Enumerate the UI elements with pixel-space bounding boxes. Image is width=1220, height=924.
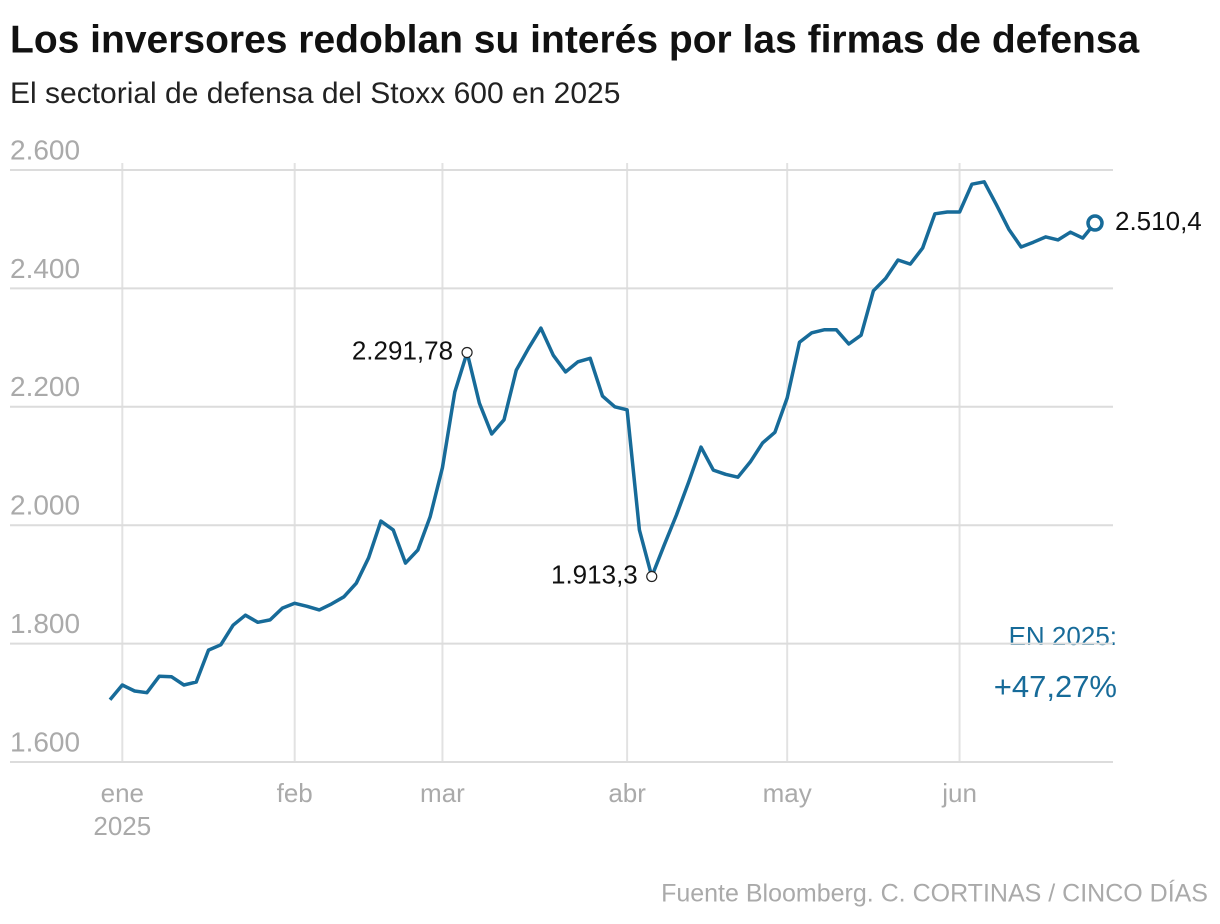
change-label: EN 2025: — [1009, 621, 1117, 651]
x-tick-label: mar — [420, 778, 465, 808]
x-tick-label: ene — [101, 778, 144, 808]
y-tick-label: 2.400 — [10, 253, 80, 284]
source: Fuente Bloomberg. C. CORTINAS / CINCO DÍ… — [661, 879, 1208, 908]
y-tick-label: 1.600 — [10, 726, 80, 757]
x-tick-label: may — [763, 778, 812, 808]
x-year-label: 2025 — [93, 811, 151, 841]
chart-title: Los inversores redoblan su interés por l… — [10, 18, 1140, 61]
value-label: 2.291,78 — [352, 335, 453, 365]
x-tick-label: abr — [608, 778, 646, 808]
y-tick-label: 2.600 — [10, 134, 80, 165]
x-tick-label: jun — [941, 778, 977, 808]
chart-subtitle: El sectorial de defensa del Stoxx 600 en… — [10, 77, 620, 110]
value-label: 2.510,4 — [1115, 206, 1202, 236]
value-label: 1.913,3 — [551, 559, 638, 589]
point-marker — [646, 570, 658, 583]
y-tick-label: 1.800 — [10, 608, 80, 639]
x-tick-label: feb — [277, 778, 313, 808]
y-tick-label: 2.200 — [10, 371, 80, 402]
line — [108, 180, 1097, 701]
change-value: +47,27% — [994, 669, 1117, 704]
end-marker — [1086, 214, 1104, 232]
point-marker — [461, 346, 473, 359]
y-tick-label: 2.000 — [10, 490, 80, 521]
